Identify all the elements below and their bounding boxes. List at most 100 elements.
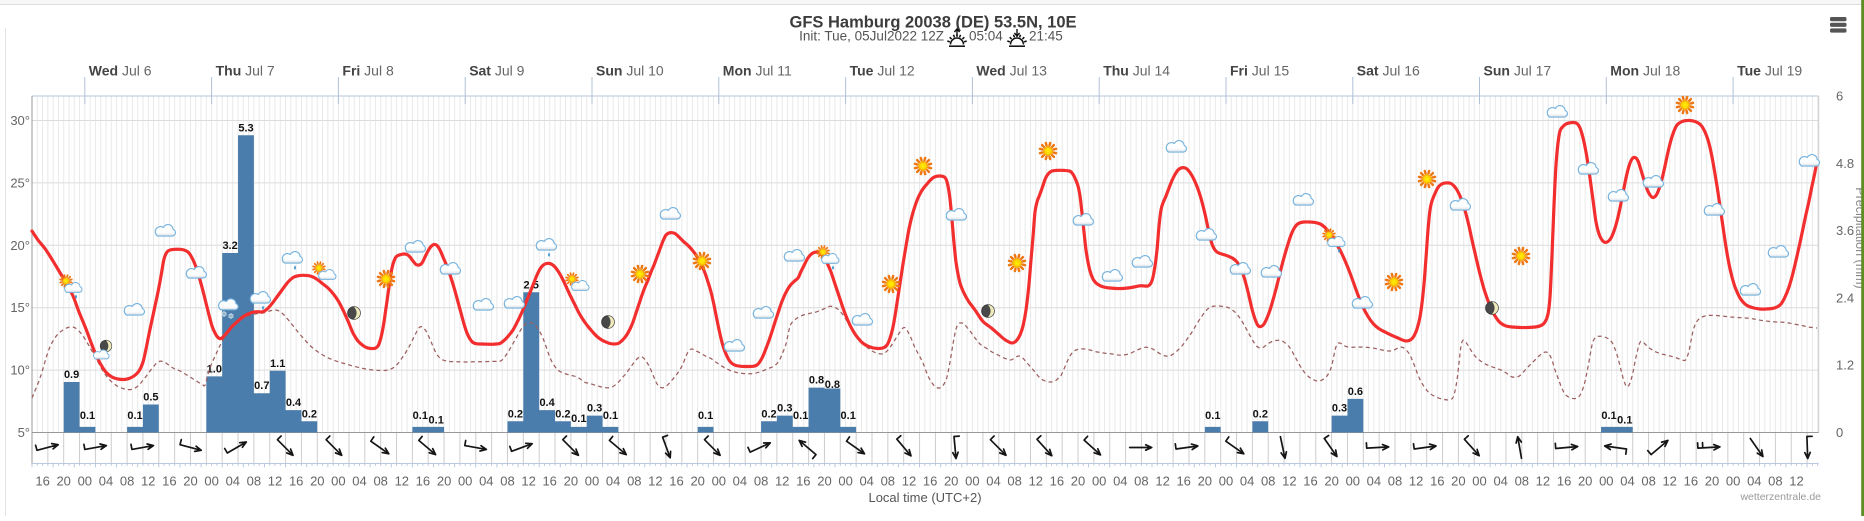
- svg-text:0.1: 0.1: [80, 410, 95, 422]
- svg-text:0.8: 0.8: [809, 375, 824, 387]
- svg-text:20: 20: [564, 474, 578, 489]
- svg-text:16: 16: [1050, 474, 1064, 489]
- svg-text:05:04: 05:04: [969, 29, 1003, 44]
- svg-text:20: 20: [1451, 474, 1465, 489]
- svg-text:00: 00: [838, 474, 852, 489]
- svg-text:16: 16: [923, 474, 937, 489]
- svg-text:20°: 20°: [10, 238, 30, 253]
- svg-text:16: 16: [1176, 474, 1190, 489]
- svg-text:0.4: 0.4: [539, 397, 555, 409]
- svg-text:12: 12: [648, 474, 662, 489]
- svg-text:Sun Jul 10: Sun Jul 10: [596, 63, 664, 79]
- svg-text:Local time (UTC+2): Local time (UTC+2): [868, 490, 981, 505]
- svg-text:0.1: 0.1: [413, 410, 428, 422]
- svg-text:04: 04: [1620, 474, 1634, 489]
- svg-text:0.2: 0.2: [508, 408, 523, 420]
- svg-text:04: 04: [352, 474, 366, 489]
- svg-text:08: 08: [1768, 474, 1782, 489]
- svg-text:16: 16: [35, 474, 49, 489]
- svg-text:0.1: 0.1: [603, 410, 618, 422]
- svg-text:04: 04: [226, 474, 240, 489]
- svg-text:0.2: 0.2: [555, 408, 570, 420]
- svg-text:0.7: 0.7: [254, 380, 269, 392]
- svg-text:12: 12: [1282, 474, 1296, 489]
- svg-text:20: 20: [310, 474, 324, 489]
- svg-text:16: 16: [416, 474, 430, 489]
- svg-text:08: 08: [1134, 474, 1148, 489]
- svg-text:20: 20: [817, 474, 831, 489]
- svg-text:20: 20: [1705, 474, 1719, 489]
- svg-text:08: 08: [247, 474, 261, 489]
- svg-text:GFS Hamburg 20038 (DE) 53.5N,: GFS Hamburg 20038 (DE) 53.5N, 10E: [789, 14, 1076, 32]
- svg-text:wetterzentrale.de: wetterzentrale.de: [1739, 491, 1821, 503]
- svg-text:0.1: 0.1: [1601, 410, 1616, 422]
- svg-text:0.1: 0.1: [841, 410, 856, 422]
- svg-text:08: 08: [1388, 474, 1402, 489]
- svg-text:Thu Jul 14: Thu Jul 14: [1103, 63, 1170, 79]
- svg-text:Sun Jul 17: Sun Jul 17: [1484, 63, 1552, 79]
- svg-text:0.5: 0.5: [143, 392, 158, 404]
- svg-text:08: 08: [373, 474, 387, 489]
- svg-text:00: 00: [585, 474, 599, 489]
- svg-text:Wed Jul 6: Wed Jul 6: [89, 63, 152, 79]
- svg-text:Init: Tue, 05Jul2022 12Z: Init: Tue, 05Jul2022 12Z: [799, 29, 944, 44]
- svg-text:08: 08: [500, 474, 514, 489]
- svg-text:16: 16: [669, 474, 683, 489]
- svg-text:1.2: 1.2: [1836, 358, 1854, 373]
- svg-text:00: 00: [1726, 474, 1740, 489]
- svg-text:4.8: 4.8: [1836, 156, 1854, 171]
- svg-text:25°: 25°: [10, 175, 30, 190]
- svg-text:16: 16: [1303, 474, 1317, 489]
- svg-text:5°: 5°: [18, 425, 30, 440]
- svg-text:21:45: 21:45: [1029, 29, 1063, 44]
- svg-text:20: 20: [1071, 474, 1085, 489]
- svg-text:0.1: 0.1: [127, 410, 142, 422]
- svg-text:10°: 10°: [10, 363, 30, 378]
- svg-text:12: 12: [395, 474, 409, 489]
- svg-text:20: 20: [944, 474, 958, 489]
- svg-text:0.1: 0.1: [793, 410, 808, 422]
- svg-text:16: 16: [796, 474, 810, 489]
- svg-text:30°: 30°: [10, 113, 30, 128]
- svg-text:20: 20: [437, 474, 451, 489]
- svg-text:12: 12: [775, 474, 789, 489]
- svg-text:04: 04: [479, 474, 493, 489]
- svg-text:16: 16: [289, 474, 303, 489]
- svg-text:12: 12: [521, 474, 535, 489]
- svg-text:00: 00: [1219, 474, 1233, 489]
- svg-text:08: 08: [627, 474, 641, 489]
- svg-text:1.0: 1.0: [207, 363, 222, 375]
- svg-text:04: 04: [1240, 474, 1254, 489]
- svg-text:00: 00: [1599, 474, 1613, 489]
- svg-text:0.2: 0.2: [761, 408, 776, 420]
- svg-text:12: 12: [902, 474, 916, 489]
- svg-text:00: 00: [78, 474, 92, 489]
- svg-text:08: 08: [1641, 474, 1655, 489]
- svg-text:0.8: 0.8: [825, 379, 840, 391]
- svg-text:16: 16: [162, 474, 176, 489]
- svg-text:0.4: 0.4: [286, 397, 302, 409]
- svg-text:0.9: 0.9: [64, 369, 79, 381]
- svg-text:Sat Jul 9: Sat Jul 9: [469, 63, 524, 79]
- svg-text:00: 00: [204, 474, 218, 489]
- svg-text:Mon Jul 18: Mon Jul 18: [1610, 63, 1680, 79]
- svg-text:04: 04: [1113, 474, 1127, 489]
- svg-text:20: 20: [690, 474, 704, 489]
- svg-text:20: 20: [183, 474, 197, 489]
- svg-text:Precipitation (mm): Precipitation (mm): [1853, 187, 1864, 288]
- svg-text:0.1: 0.1: [1205, 410, 1220, 422]
- svg-text:3.2: 3.2: [222, 240, 237, 252]
- svg-text:12: 12: [1409, 474, 1423, 489]
- svg-text:00: 00: [1346, 474, 1360, 489]
- svg-text:0.2: 0.2: [1253, 408, 1268, 420]
- svg-text:04: 04: [606, 474, 620, 489]
- svg-text:04: 04: [1747, 474, 1761, 489]
- svg-text:6: 6: [1836, 89, 1843, 104]
- svg-text:3.6: 3.6: [1836, 223, 1854, 238]
- svg-text:08: 08: [881, 474, 895, 489]
- svg-text:20: 20: [56, 474, 70, 489]
- svg-text:15°: 15°: [10, 300, 30, 315]
- svg-text:0.1: 0.1: [698, 410, 713, 422]
- svg-text:Fri Jul 8: Fri Jul 8: [342, 63, 394, 79]
- svg-text:16: 16: [542, 474, 556, 489]
